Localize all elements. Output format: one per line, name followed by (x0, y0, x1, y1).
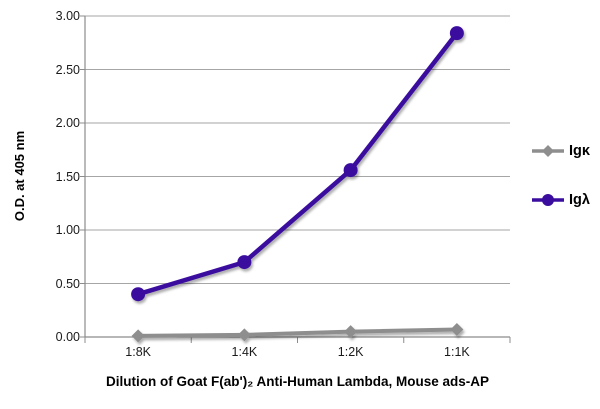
series-line (138, 327, 457, 338)
legend-label: Igλ (569, 192, 590, 208)
diamond-marker (131, 329, 145, 343)
x-tick-label: 1:4K (231, 345, 258, 359)
y-tick-label: 2.00 (55, 116, 80, 130)
circle-marker (343, 163, 358, 178)
y-tick-label: 2.50 (55, 62, 80, 77)
x-tick-label: 1:1K (444, 345, 470, 359)
y-tick-label: 3.00 (55, 9, 80, 23)
x-tick-label: 1:8K (125, 345, 151, 359)
diamond-marker-swatch-icon (532, 145, 564, 157)
diamond-marker (237, 328, 251, 342)
legend-item-igkappa: Igκ (531, 140, 590, 162)
series-Igλ (131, 26, 464, 302)
circle-marker (131, 287, 146, 302)
circle-marker (449, 26, 464, 41)
y-axis-title: O.D. at 405 nm (12, 130, 27, 222)
legend-item-iglambda: Igλ (531, 189, 590, 211)
diamond-marker (344, 325, 358, 339)
legend: Igκ Igλ (531, 140, 590, 238)
legend-label: Igκ (569, 143, 590, 159)
diamond-marker (450, 323, 464, 337)
circle-marker-swatch-icon (532, 194, 564, 206)
y-tick-label: 0.00 (55, 330, 80, 344)
series-Igκ (131, 323, 464, 343)
circle-marker (237, 255, 252, 270)
y-tick-label: 0.50 (55, 276, 80, 291)
x-tick-label: 1:2K (337, 345, 364, 359)
series-line (137, 31, 459, 297)
y-tick-label: 1.00 (55, 223, 80, 237)
x-axis-title: Dilution of Goat F(ab')₂ Anti-Human Lamb… (106, 374, 489, 389)
y-tick-label: 1.50 (55, 169, 80, 184)
